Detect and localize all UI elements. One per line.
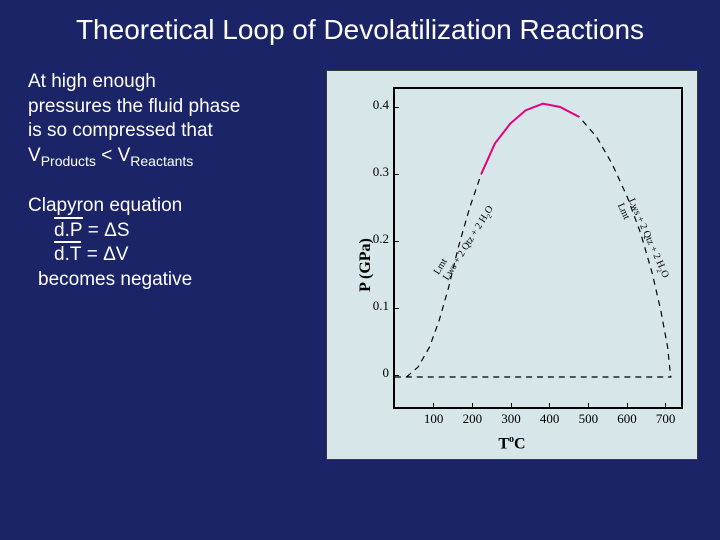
p1-l4b: < V — [96, 145, 130, 166]
x-tick-label: 700 — [656, 411, 676, 427]
series-upper-arc-solid — [481, 104, 579, 174]
paragraph-1: At high enough pressures the fluid phase… — [28, 70, 318, 170]
p1-l3: is so compressed that — [28, 120, 213, 141]
y-tick-label: 0.1 — [373, 298, 389, 314]
eq1-rhs: = ΔS — [83, 220, 130, 241]
y-tick-label: 0.2 — [373, 231, 389, 247]
x-tick-label: 400 — [540, 411, 560, 427]
p1-l1: At high enough — [28, 71, 156, 92]
paragraph-2: Clapyron equation d.P = ΔS d.T = ΔV beco… — [28, 194, 318, 293]
x-axis-label: ToC — [498, 434, 525, 453]
x-tick-label: 100 — [424, 411, 444, 427]
y-tick-label: 0.3 — [373, 164, 389, 180]
x-tick-label: 500 — [579, 411, 599, 427]
content-row: At high enough pressures the fluid phase… — [0, 46, 720, 460]
plot-area: 00.10.20.30.4100200300400500600700LmtLws… — [393, 87, 683, 409]
eq2-rhs: = ΔV — [81, 244, 128, 265]
slide-title: Theoretical Loop of Devolatilization Rea… — [0, 0, 720, 46]
p1-l4a: V — [28, 145, 41, 166]
text-column: At high enough pressures the fluid phase… — [28, 70, 318, 460]
x-tick-label: 200 — [463, 411, 483, 427]
y-tick-label: 0.4 — [373, 97, 389, 113]
x-tick-label: 600 — [617, 411, 637, 427]
p1-l2: pressures the fluid phase — [28, 96, 240, 117]
p2-l1: Clapyron equation — [28, 195, 182, 216]
p1-l4-sub1: Products — [41, 153, 96, 169]
eq2-lhs: d.T — [54, 243, 81, 268]
y-tick-label: 0 — [383, 365, 390, 381]
p1-l4-sub2: Reactants — [130, 153, 193, 169]
p2-l4: becomes negative — [38, 269, 192, 290]
eq1-lhs: d.P — [54, 219, 83, 244]
chart-container: P (GPa) ToC 00.10.20.30.4100200300400500… — [326, 70, 698, 460]
x-tick-label: 300 — [501, 411, 521, 427]
